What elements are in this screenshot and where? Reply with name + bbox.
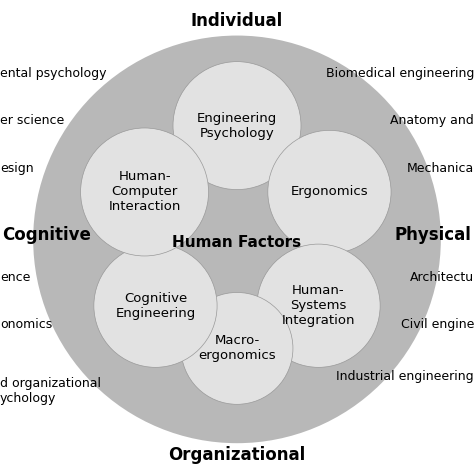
Circle shape <box>257 244 380 367</box>
Circle shape <box>268 130 391 254</box>
Text: Cognitive
Engineering: Cognitive Engineering <box>115 292 196 320</box>
Circle shape <box>94 244 217 367</box>
Text: Human-
Systems
Integration: Human- Systems Integration <box>282 284 356 327</box>
Circle shape <box>33 36 441 443</box>
Text: er science: er science <box>0 114 64 128</box>
Text: d organizational
ychology: d organizational ychology <box>0 377 101 405</box>
Text: Architectu: Architectu <box>410 271 474 284</box>
Text: Ergonomics: Ergonomics <box>291 185 368 199</box>
Text: Cognitive: Cognitive <box>2 226 91 244</box>
Text: Organizational: Organizational <box>168 446 306 464</box>
Text: Industrial engineering: Industrial engineering <box>337 370 474 383</box>
Text: Mechanica: Mechanica <box>407 162 474 175</box>
Text: Biomedical engineering: Biomedical engineering <box>326 67 474 80</box>
Text: ence: ence <box>0 271 30 284</box>
Text: ental psychology: ental psychology <box>0 67 107 80</box>
Circle shape <box>181 292 293 404</box>
Circle shape <box>81 128 209 256</box>
Circle shape <box>173 62 301 190</box>
Text: Civil engine: Civil engine <box>401 318 474 331</box>
Text: Human-
Computer
Interaction: Human- Computer Interaction <box>109 171 181 213</box>
Text: Physical: Physical <box>395 226 472 244</box>
Text: Macro-
ergonomics: Macro- ergonomics <box>198 334 276 363</box>
Text: Engineering
Psychology: Engineering Psychology <box>197 111 277 140</box>
Text: Human Factors: Human Factors <box>173 235 301 250</box>
Text: esign: esign <box>0 162 34 175</box>
Text: onomics: onomics <box>0 318 52 331</box>
Text: Anatomy and: Anatomy and <box>390 114 474 128</box>
Text: Individual: Individual <box>191 12 283 30</box>
